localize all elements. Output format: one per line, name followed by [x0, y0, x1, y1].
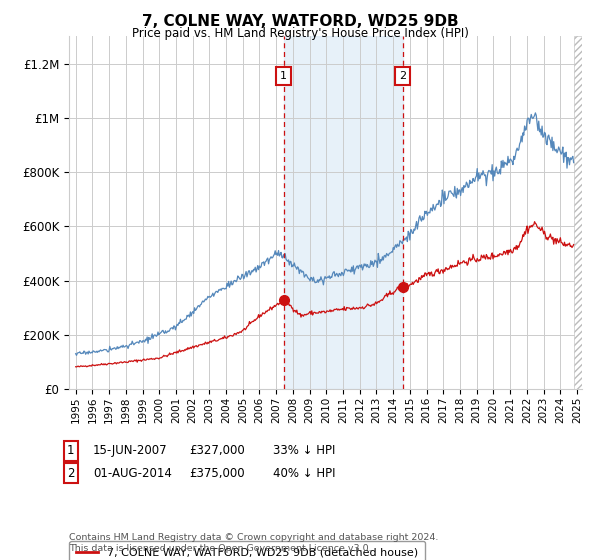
Text: 15-JUN-2007: 15-JUN-2007 — [93, 444, 167, 458]
Text: £327,000: £327,000 — [189, 444, 245, 458]
Text: 40% ↓ HPI: 40% ↓ HPI — [273, 466, 335, 480]
Text: 2: 2 — [400, 71, 406, 81]
Text: 7, COLNE WAY, WATFORD, WD25 9DB: 7, COLNE WAY, WATFORD, WD25 9DB — [142, 14, 458, 29]
Text: 1: 1 — [67, 444, 74, 458]
Text: 33% ↓ HPI: 33% ↓ HPI — [273, 444, 335, 458]
Text: £375,000: £375,000 — [189, 466, 245, 480]
Text: Contains HM Land Registry data © Crown copyright and database right 2024.
This d: Contains HM Land Registry data © Crown c… — [69, 533, 439, 553]
Polygon shape — [574, 36, 582, 389]
Text: 1: 1 — [280, 71, 287, 81]
Text: 2: 2 — [67, 466, 74, 480]
Text: Price paid vs. HM Land Registry's House Price Index (HPI): Price paid vs. HM Land Registry's House … — [131, 27, 469, 40]
Legend: 7, COLNE WAY, WATFORD, WD25 9DB (detached house), HPI: Average price, detached h: 7, COLNE WAY, WATFORD, WD25 9DB (detache… — [70, 541, 425, 560]
Text: 01-AUG-2014: 01-AUG-2014 — [93, 466, 172, 480]
Bar — [284, 36, 403, 389]
